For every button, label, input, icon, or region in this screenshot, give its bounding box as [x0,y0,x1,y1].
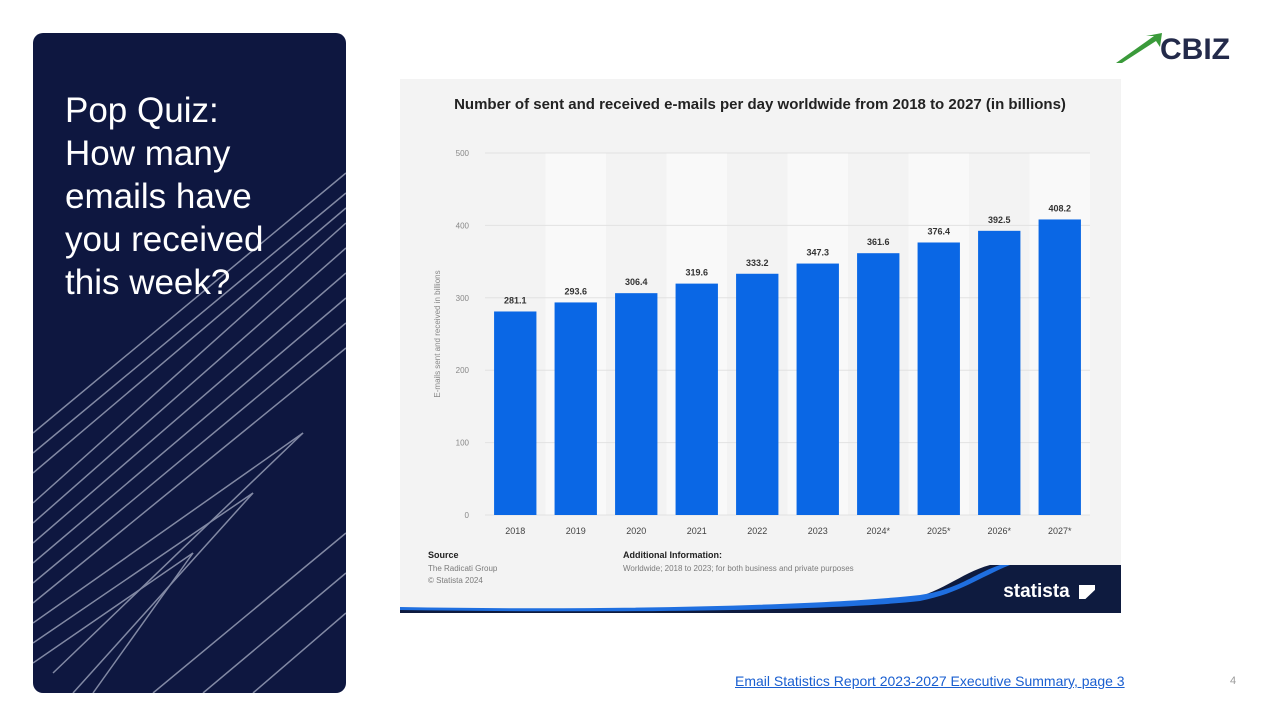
statista-logo-icon [1079,584,1095,599]
x-tick-label: 2018 [505,526,525,536]
source-report-link[interactable]: Email Statistics Report 2023-2027 Execut… [735,673,1125,689]
x-tick-label: 2021 [687,526,707,536]
bar [796,263,839,515]
y-tick-label: 0 [465,511,470,520]
statista-text: statista [1003,581,1070,602]
source-label: Source [428,550,459,560]
additional-info-text: Worldwide; 2018 to 2023; for both busine… [623,564,854,573]
bar [675,283,718,515]
bar [978,230,1021,515]
bar [917,242,960,516]
data-label: 293.6 [564,286,587,296]
brand-logo-text: CBIZ [1160,33,1230,66]
x-tick-label: 2025* [927,526,951,536]
bar [857,253,900,515]
y-tick-label: 100 [456,439,470,448]
bar [494,311,537,515]
additional-info-label: Additional Information: [623,550,722,560]
bar [615,293,658,515]
x-tick-label: 2022 [747,526,767,536]
data-label: 319.6 [685,268,708,278]
x-tick-label: 2019 [566,526,586,536]
y-tick-label: 300 [456,294,470,303]
data-label: 281.1 [504,295,527,305]
chart-title: Number of sent and received e-mails per … [454,96,1066,113]
decorative-lines [33,172,346,693]
source-line-2: © Statista 2024 [428,576,483,585]
x-tick-label: 2027* [1048,526,1072,536]
statista-watermark: statista [1003,581,1095,603]
y-axis-label: E-mails sent and received in billions [433,270,442,397]
data-label: 347.3 [806,248,829,258]
cbiz-logo-icon [1116,33,1162,63]
data-label: 333.2 [746,258,769,268]
y-tick-label: 500 [456,149,470,158]
x-tick-label: 2024* [866,526,890,536]
chart-image: Number of sent and received e-mails per … [400,79,1121,613]
y-tick-label: 200 [456,366,470,375]
bar [554,302,597,515]
data-label: 376.4 [927,226,950,236]
data-label: 392.5 [988,215,1011,225]
x-tick-label: 2020 [626,526,646,536]
data-label: 408.2 [1048,203,1071,213]
source-line-1: The Radicati Group [428,564,498,573]
y-tick-label: 400 [456,221,470,230]
data-label: 361.6 [867,237,890,247]
x-tick-label: 2023 [808,526,828,536]
bar [1038,219,1081,515]
page-number: 4 [1230,675,1237,687]
quiz-question: Pop Quiz: How many emails have you recei… [65,91,264,302]
bar [736,273,779,515]
data-label: 306.4 [625,277,648,287]
x-tick-label: 2026* [987,526,1011,536]
bar-chart: 0 100 200 300 400 500 E-mails sent and receive… [433,149,1090,536]
title-panel: Pop Quiz: How many emails have you recei… [33,33,346,693]
statista-wave [400,565,1121,613]
